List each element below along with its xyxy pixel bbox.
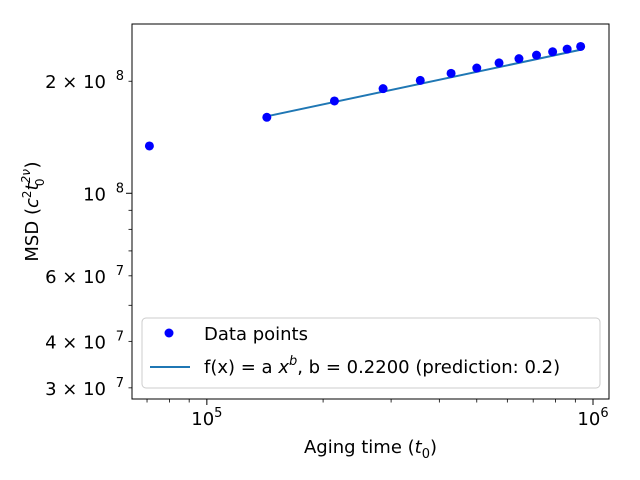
y-tick-label: 4 × 10 xyxy=(45,332,106,353)
data-point xyxy=(532,50,542,60)
legend-marker-data-points xyxy=(164,328,174,338)
y-tick-exponent: 7 xyxy=(116,329,124,344)
axis-ticks: 105 106 3 × 10 7 4 × 10 7 6 × 10 7 10 8 2 × 10 8 xyxy=(45,69,608,430)
y-tick-exponent: 8 xyxy=(116,69,124,84)
data-point xyxy=(494,58,504,68)
data-point xyxy=(378,84,388,94)
data-point xyxy=(415,75,425,85)
y-tick-label: 6 × 10 xyxy=(45,267,106,288)
legend-label-data-points: Data points xyxy=(204,324,308,345)
x-tick-label: 106 xyxy=(577,406,608,430)
plot-marks xyxy=(144,41,586,151)
data-point xyxy=(446,68,456,78)
plot-frame xyxy=(131,23,610,400)
x-axis-label: Aging time (t0) xyxy=(304,437,437,462)
axis-labels: Aging time (t0) MSD (c2t2ν0) xyxy=(19,161,437,462)
y-tick-label: 10 xyxy=(83,184,106,205)
y-tick-label: 2 × 10 xyxy=(45,72,106,93)
legend-label-fit: f(x) = a xb, b = 0.2200 (prediction: 0.2… xyxy=(204,354,560,378)
data-point xyxy=(472,63,482,73)
y-tick-exponent: 7 xyxy=(116,264,124,279)
data-point xyxy=(514,54,524,64)
data-point xyxy=(329,96,339,106)
y-axis-label: MSD (c2t2ν0) xyxy=(19,161,47,261)
data-point xyxy=(144,141,154,151)
x-tick-label: 105 xyxy=(191,406,222,430)
data-point xyxy=(262,112,272,122)
y-tick-exponent: 7 xyxy=(116,376,124,391)
data-point xyxy=(562,44,572,54)
data-point xyxy=(576,41,586,51)
legend-box xyxy=(141,317,601,389)
legend: Data points f(x) = a xb, b = 0.2200 (pred… xyxy=(141,317,601,389)
y-tick-exponent: 8 xyxy=(116,181,124,196)
data-point xyxy=(548,47,558,57)
y-tick-label: 3 × 10 xyxy=(45,379,106,400)
